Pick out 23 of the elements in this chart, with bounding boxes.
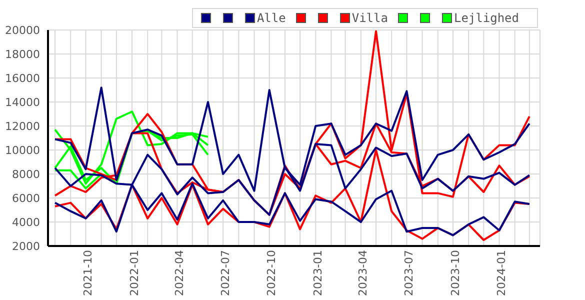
x-tick-label: 2023-07: [402, 250, 416, 296]
y-tick-label: 10000: [5, 144, 40, 157]
y-tick-label: 8000: [12, 168, 40, 181]
y-tick-label: 16000: [5, 72, 40, 85]
x-tick-label: 2022-10: [265, 250, 278, 296]
x-tick-label: 2024-01: [495, 250, 508, 296]
x-tick-label: 2022-04: [173, 250, 186, 296]
x-tick-label: 2023-01: [311, 250, 324, 296]
y-tick-label: 18000: [5, 48, 40, 61]
y-tick-label: 2000: [12, 240, 40, 253]
x-tick-label: 2022-07: [218, 250, 232, 296]
x-tick-label: 2022-01: [128, 250, 141, 296]
x-tick-label: 2023-10: [448, 250, 462, 296]
legend-label: Alle: [256, 11, 286, 25]
y-tick-label: 12000: [5, 120, 40, 133]
x-tick-label: 2021-10: [82, 250, 95, 296]
y-tick-label: 4000: [12, 216, 40, 229]
y-tick-label: 14000: [5, 96, 40, 109]
legend-label: Villa: [352, 11, 388, 25]
y-tick-label: 20000: [5, 24, 40, 37]
x-tick-label: 2023-04: [356, 250, 370, 296]
legend-label: Lejlighed: [454, 11, 519, 25]
y-tick-label: 6000: [12, 192, 40, 205]
